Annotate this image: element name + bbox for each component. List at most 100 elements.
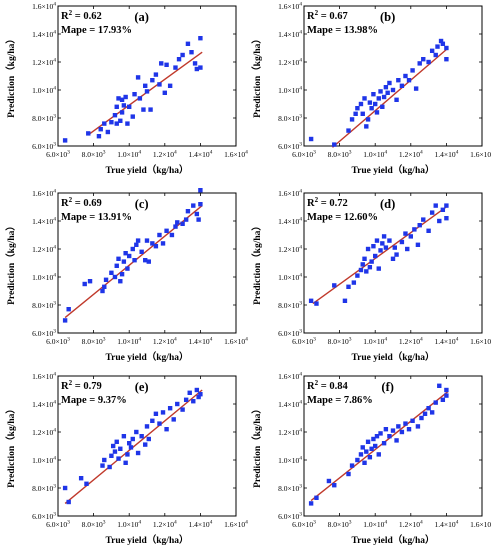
data-point xyxy=(119,272,125,277)
data-point xyxy=(369,446,374,451)
data-point xyxy=(164,62,169,67)
data-point xyxy=(114,104,119,109)
data-point xyxy=(383,85,389,90)
x-tick-label: 6.0×103 xyxy=(46,337,70,347)
y-axis-title: Prediction（kg/ha） xyxy=(251,404,263,488)
data-point xyxy=(444,393,449,398)
y-tick-label: 1.4×104 xyxy=(278,217,302,227)
y-tick-label: 1.2×104 xyxy=(278,428,302,438)
data-point xyxy=(160,241,166,246)
data-point xyxy=(440,207,446,212)
data-point xyxy=(196,394,201,400)
data-point xyxy=(146,436,151,442)
panel-tag: (f) xyxy=(381,380,394,394)
x-tick-label: 1.6×104 xyxy=(224,337,248,347)
y-tick-label: 1.2×104 xyxy=(278,58,302,68)
data-point xyxy=(349,117,355,122)
data-point xyxy=(387,238,392,243)
data-point xyxy=(100,463,105,468)
x-tick-label: 8.0×103 xyxy=(82,520,106,530)
data-point xyxy=(385,90,390,95)
data-point xyxy=(191,203,196,208)
data-point xyxy=(422,411,428,416)
x-tick-label: 1.0×104 xyxy=(363,520,387,530)
y-tick-label: 1.4×104 xyxy=(278,30,302,40)
data-point xyxy=(180,221,185,226)
data-point xyxy=(134,242,139,247)
data-point xyxy=(103,277,109,282)
data-point xyxy=(376,96,381,101)
data-point xyxy=(346,471,351,477)
data-point xyxy=(426,406,431,411)
data-point xyxy=(378,248,383,253)
data-point xyxy=(412,227,417,232)
data-point xyxy=(358,101,364,107)
mape-label: Mape = 17.93% xyxy=(61,25,132,36)
data-point xyxy=(118,279,123,284)
data-point xyxy=(440,41,446,46)
x-axis-title: True yield（kg/ha） xyxy=(106,164,189,176)
data-point xyxy=(380,241,385,246)
data-point xyxy=(119,97,125,102)
x-tick-label: 1.2×104 xyxy=(399,520,423,530)
x-tick-label: 6.0×103 xyxy=(292,337,316,347)
data-point xyxy=(157,421,162,426)
data-point xyxy=(332,283,337,288)
mape-label: Mape = 7.86% xyxy=(307,395,373,406)
data-point xyxy=(183,397,189,402)
data-point xyxy=(358,452,364,457)
data-point xyxy=(96,134,102,139)
data-point xyxy=(399,83,405,88)
x-tick-label: 1.2×104 xyxy=(399,150,423,160)
data-point xyxy=(429,210,435,215)
x-tick-label: 1.6×104 xyxy=(224,520,248,530)
data-point xyxy=(381,94,387,100)
data-point xyxy=(127,253,132,259)
data-point xyxy=(437,218,442,224)
r-squared-label: R2 = 0.84 xyxy=(307,379,348,392)
data-point xyxy=(153,244,159,249)
data-point xyxy=(403,231,408,236)
data-point xyxy=(175,401,180,407)
data-point xyxy=(346,284,351,289)
data-point xyxy=(444,203,449,208)
data-point xyxy=(116,96,121,101)
data-point xyxy=(123,94,128,100)
data-point xyxy=(365,117,371,122)
y-tick-label: 1.6×104 xyxy=(32,372,56,382)
data-point xyxy=(396,78,401,83)
data-point xyxy=(332,483,337,488)
data-point xyxy=(187,390,192,395)
data-point xyxy=(143,258,148,263)
data-point xyxy=(137,96,143,101)
data-point xyxy=(390,428,396,433)
data-point xyxy=(367,455,373,460)
data-point xyxy=(433,400,438,405)
data-point xyxy=(444,57,449,62)
data-point xyxy=(191,399,196,404)
data-point xyxy=(132,92,137,97)
y-tick-label: 8.0×103 xyxy=(32,301,56,311)
panel-tag: (d) xyxy=(380,197,395,211)
x-tick-label: 1.0×104 xyxy=(117,150,141,160)
data-point xyxy=(308,298,314,303)
data-point xyxy=(153,72,159,77)
data-point xyxy=(399,239,405,245)
data-point xyxy=(358,267,364,273)
data-point xyxy=(362,256,367,261)
data-point xyxy=(374,110,380,115)
data-point xyxy=(114,439,119,444)
mape-label: Mape = 13.98% xyxy=(307,25,378,36)
data-point xyxy=(86,131,91,136)
y-tick-label: 1.4×104 xyxy=(278,400,302,410)
x-tick-label: 1.2×104 xyxy=(399,337,423,347)
data-point xyxy=(444,216,449,221)
panel-tag: (c) xyxy=(135,197,149,211)
r-squared-label: R2 = 0.79 xyxy=(61,379,102,392)
data-point xyxy=(110,443,116,449)
data-point xyxy=(373,253,378,259)
data-point xyxy=(192,61,198,66)
data-point xyxy=(349,463,355,468)
data-point xyxy=(417,61,422,66)
data-point xyxy=(390,256,396,261)
